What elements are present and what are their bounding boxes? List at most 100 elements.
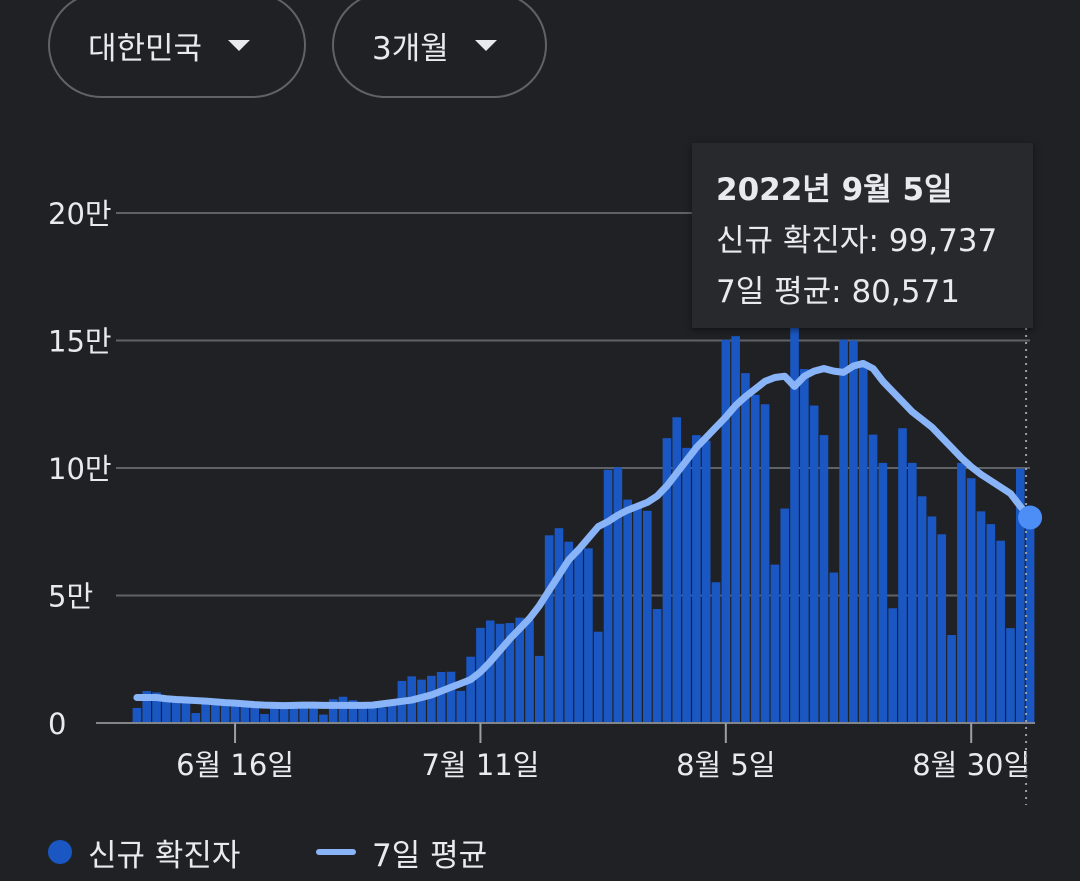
bar — [417, 679, 426, 723]
bar — [750, 394, 760, 723]
bar — [211, 703, 220, 723]
y-tick-label: 15만 — [48, 325, 112, 359]
bar — [1015, 468, 1025, 723]
bar — [564, 541, 574, 723]
bar — [162, 696, 171, 723]
bar — [819, 435, 829, 723]
bar — [358, 702, 367, 723]
highlight-point — [1018, 505, 1043, 530]
bar — [201, 699, 210, 723]
bar — [230, 706, 240, 723]
bar — [220, 705, 230, 723]
bar — [525, 620, 534, 723]
bar — [171, 698, 181, 723]
x-tick-label: 6월 16일 — [176, 748, 294, 782]
bar — [368, 704, 377, 723]
chart-tooltip: 2022년 9월 5일 신규 확진자: 99,737 7일 평균: 80,571 — [692, 143, 1033, 328]
bar — [554, 528, 564, 723]
range-dropdown-label: 3개월 — [372, 30, 449, 67]
bar — [672, 417, 682, 723]
legend-item-cases[interactable]: 신규 확진자 — [48, 827, 240, 877]
bar — [760, 404, 770, 723]
bar — [270, 706, 279, 723]
bar — [250, 706, 259, 723]
tooltip-cases-value: 99,737 — [888, 223, 998, 259]
bar — [800, 369, 809, 723]
bar — [328, 699, 338, 723]
bar — [966, 478, 976, 723]
bar — [142, 691, 152, 723]
x-tick-label: 8월 30일 — [912, 748, 1030, 782]
region-dropdown-label: 대한민국 — [88, 30, 203, 67]
bar — [652, 609, 662, 723]
bar — [701, 440, 711, 723]
bar — [348, 700, 358, 723]
bar — [309, 705, 318, 723]
legend-line-icon — [316, 849, 356, 855]
bar — [299, 703, 309, 723]
x-tick-label: 7월 11일 — [421, 748, 539, 782]
bar — [829, 572, 839, 723]
tooltip-avg-value: 80,571 — [851, 274, 960, 310]
tooltip-avg-label: 7일 평균 — [716, 274, 832, 310]
bar — [780, 508, 790, 723]
range-dropdown[interactable]: 3개월 — [332, 0, 547, 98]
bar — [613, 467, 623, 723]
bar — [544, 535, 554, 723]
bar — [289, 704, 299, 723]
tooltip-avg: 7일 평균: 80,571 — [716, 274, 960, 310]
bar — [574, 548, 583, 723]
bar — [319, 714, 328, 723]
bar — [868, 434, 878, 723]
chevron-down-icon — [228, 39, 251, 51]
bar — [711, 582, 721, 723]
bar — [505, 623, 515, 723]
bar — [623, 499, 632, 723]
legend-dot-icon — [48, 840, 72, 864]
y-tick-label: 20만 — [48, 197, 112, 231]
bar — [446, 671, 456, 723]
region-dropdown[interactable]: 대한민국 — [48, 0, 306, 98]
bar — [662, 438, 672, 723]
bar — [741, 373, 750, 723]
bar — [603, 469, 613, 723]
bar — [495, 623, 505, 723]
bar — [642, 510, 652, 723]
tooltip-date: 2022년 9월 5일 — [716, 172, 953, 208]
y-tick-label: 5만 — [48, 580, 93, 614]
bar — [908, 462, 917, 723]
bar — [377, 707, 387, 723]
bar — [436, 672, 446, 723]
legend-item-average[interactable]: 7일 평균 — [316, 827, 487, 877]
tooltip-cases: 신규 확진자: 99,737 — [716, 223, 998, 259]
bar — [682, 447, 691, 723]
bar — [947, 635, 956, 723]
legend-avg-label: 7일 평균 — [372, 837, 488, 874]
bar — [279, 703, 289, 723]
bar — [485, 620, 495, 723]
series-line-7day-average — [133, 359, 1034, 710]
bar — [731, 336, 740, 723]
bar — [593, 631, 603, 723]
bar — [878, 462, 888, 723]
legend-cases-label: 신규 확진자 — [88, 837, 241, 874]
bar — [996, 540, 1005, 723]
tooltip-cases-label: 신규 확진자 — [716, 223, 869, 259]
bar — [721, 339, 731, 723]
bar — [466, 656, 475, 723]
bar — [770, 564, 780, 723]
x-tick-label: 8월 5일 — [676, 748, 775, 782]
bar — [849, 340, 858, 723]
bar — [790, 267, 799, 723]
chevron-down-icon — [474, 39, 497, 51]
bar — [839, 339, 848, 723]
bar — [1006, 628, 1015, 723]
y-tick-label: 10만 — [48, 452, 112, 486]
bar — [584, 548, 593, 723]
bar — [338, 696, 348, 723]
bar — [692, 435, 701, 723]
bar — [260, 714, 269, 723]
bar — [515, 617, 525, 723]
bar — [858, 367, 868, 723]
